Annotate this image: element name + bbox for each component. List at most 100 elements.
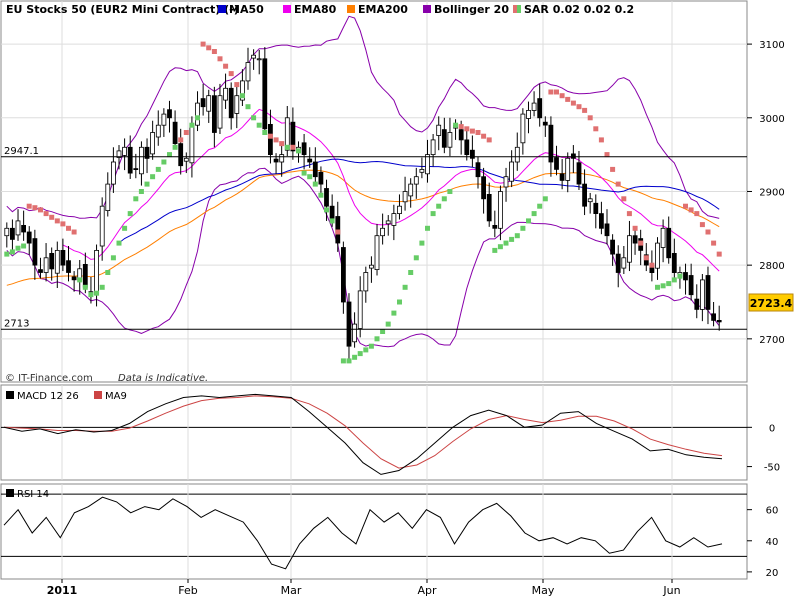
- candle-body: [71, 276, 77, 281]
- candle: [503, 167, 509, 202]
- candle-body: [111, 161, 116, 185]
- candle: [301, 134, 307, 170]
- sar-marker-below: [397, 299, 402, 305]
- sar-marker-below: [497, 244, 503, 250]
- candle: [520, 108, 526, 155]
- candle-body: [82, 263, 88, 288]
- candle: [200, 83, 206, 116]
- sar-marker-below: [161, 159, 167, 165]
- legend-swatch: [218, 5, 226, 13]
- candle-body: [122, 146, 127, 156]
- candle-body: [307, 158, 313, 163]
- sar-marker-below: [301, 170, 307, 176]
- candle-body: [441, 129, 447, 148]
- candle: [352, 312, 358, 348]
- sar-marker-below: [430, 211, 436, 217]
- sar-marker-below: [542, 196, 548, 202]
- candle-body: [582, 183, 587, 207]
- sar-marker-below: [385, 321, 391, 327]
- sar-marker-below: [262, 130, 268, 135]
- candle: [43, 243, 49, 282]
- sar-marker-below: [413, 255, 419, 261]
- candle: [425, 139, 430, 183]
- candle: [447, 117, 453, 157]
- candle: [26, 226, 32, 255]
- candle-body: [161, 113, 167, 126]
- sar-marker-below: [368, 343, 374, 349]
- candle: [363, 266, 369, 303]
- sar-marker-below: [312, 181, 318, 187]
- price-panel: 2947.1 2713 2700 2800 2900 3000 3100 EU Stock…: [0, 0, 794, 384]
- sar-marker-below: [363, 347, 369, 353]
- sar-marker-below: [425, 225, 430, 231]
- candle: [324, 179, 329, 221]
- candle: [150, 120, 156, 160]
- sar-marker-above: [683, 203, 688, 209]
- sar-marker-below: [195, 115, 200, 121]
- candle-body: [217, 95, 223, 129]
- legend-label: Bollinger 20 2: [434, 3, 520, 16]
- candle-body: [273, 158, 279, 163]
- sar-marker-below: [340, 358, 346, 364]
- candles: [4, 47, 722, 361]
- candle: [99, 197, 105, 261]
- candle: [380, 213, 386, 245]
- sar-marker-below: [296, 148, 301, 154]
- sar-marker-above: [206, 45, 212, 51]
- candle-body: [234, 95, 240, 114]
- candle-body: [284, 117, 290, 151]
- rsi-line: [3, 496, 723, 570]
- candle-body: [571, 153, 576, 159]
- price-tick-label: 3100: [759, 40, 784, 51]
- price-y-ticks: 2700 2800 2900 3000 3100: [747, 40, 785, 346]
- sar-marker-below: [239, 93, 245, 99]
- candle-body: [346, 301, 352, 347]
- sar-marker-above: [223, 63, 229, 69]
- candle-body: [711, 313, 716, 321]
- sar-marker-below: [9, 249, 15, 255]
- candle-body: [195, 102, 200, 126]
- candle: [178, 128, 184, 175]
- candle: [290, 107, 296, 160]
- candle: [627, 220, 632, 272]
- candle-body: [627, 235, 632, 263]
- sar-marker-above: [699, 222, 705, 228]
- sar-marker-above: [49, 214, 55, 220]
- candle-body: [469, 149, 475, 159]
- candle-body: [324, 188, 329, 207]
- candle-body: [290, 121, 296, 152]
- candle: [481, 167, 487, 214]
- candle-body: [520, 113, 526, 144]
- candle-body: [155, 124, 161, 138]
- candle: [537, 83, 543, 127]
- sar-marker-above: [234, 82, 240, 88]
- macd-line: [3, 393, 723, 475]
- candle-body: [352, 323, 358, 343]
- candle-body: [526, 110, 531, 119]
- candle-body: [425, 154, 430, 175]
- rsi-tick-label: 60: [766, 506, 779, 517]
- sar-marker-below: [82, 284, 88, 290]
- candle-body: [66, 260, 71, 273]
- candle-body: [497, 191, 503, 229]
- sar-marker-above: [71, 229, 77, 235]
- legend-swatch: [6, 489, 14, 497]
- candle: [548, 116, 554, 177]
- rsi-lines: [3, 496, 723, 570]
- candle: [256, 50, 262, 75]
- sar-marker-above: [211, 49, 217, 54]
- sar-marker-above: [598, 137, 604, 143]
- candle-body: [32, 238, 38, 266]
- sar-marker-above: [694, 211, 700, 217]
- sar-marker-below: [374, 336, 380, 342]
- candle-body: [481, 176, 487, 200]
- candle: [138, 141, 144, 186]
- candle: [385, 215, 391, 236]
- candle-body: [632, 235, 638, 244]
- sar-marker-above: [649, 262, 655, 268]
- sar-marker-above: [582, 107, 588, 113]
- rsi-legend: RSI 14: [6, 489, 49, 500]
- candle: [436, 116, 442, 151]
- sar-marker-below: [655, 284, 660, 290]
- macd-y-ticks: 0 -50: [747, 423, 780, 474]
